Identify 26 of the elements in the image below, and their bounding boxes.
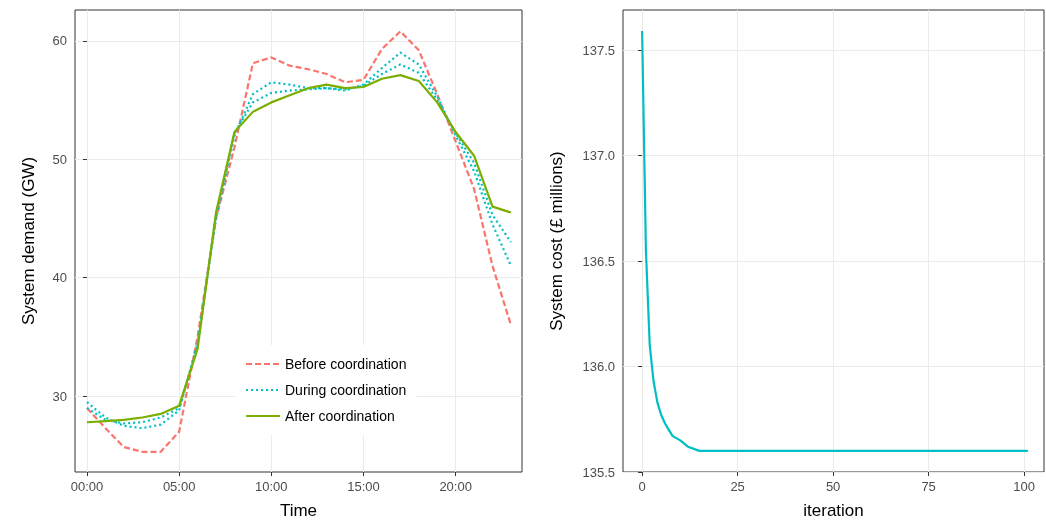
- x-axis-title: Time: [279, 501, 318, 520]
- y-axis-title: System demand (GW): [19, 156, 38, 326]
- y-tick-label: 30: [52, 388, 67, 404]
- y-tick-label: 137.5: [582, 42, 615, 58]
- x-tick-label: 00:00: [70, 479, 104, 494]
- x-tick-label: 20:00: [439, 479, 472, 494]
- x-tick-label: 05:00: [162, 479, 196, 494]
- x-tick-label: 50: [825, 479, 841, 494]
- y-axis-title: System cost (£ millions): [547, 151, 566, 331]
- y-tick-label: 136.0: [582, 359, 615, 375]
- y-tick-label: 136.5: [582, 253, 615, 269]
- y-tick-label: 50: [52, 151, 67, 167]
- y-tick-label: 137.0: [582, 148, 615, 164]
- x-tick-label: 25: [730, 479, 745, 494]
- x-tick-label: 0: [638, 479, 646, 494]
- x-axis-title: iteration: [803, 501, 864, 520]
- x-tick-label: 75: [921, 479, 936, 494]
- x-tick-label: 100: [1013, 479, 1035, 494]
- legend-label: After coordination: [285, 408, 395, 424]
- x-tick-label: 15:00: [347, 479, 380, 494]
- y-tick-label: 60: [52, 33, 67, 49]
- y-tick-label: 40: [52, 270, 67, 286]
- legend-label: During coordination: [285, 382, 407, 398]
- x-tick-label: 10:00: [255, 479, 288, 494]
- legend-label: Before coordination: [285, 356, 407, 372]
- y-tick-label: 135.5: [582, 464, 615, 480]
